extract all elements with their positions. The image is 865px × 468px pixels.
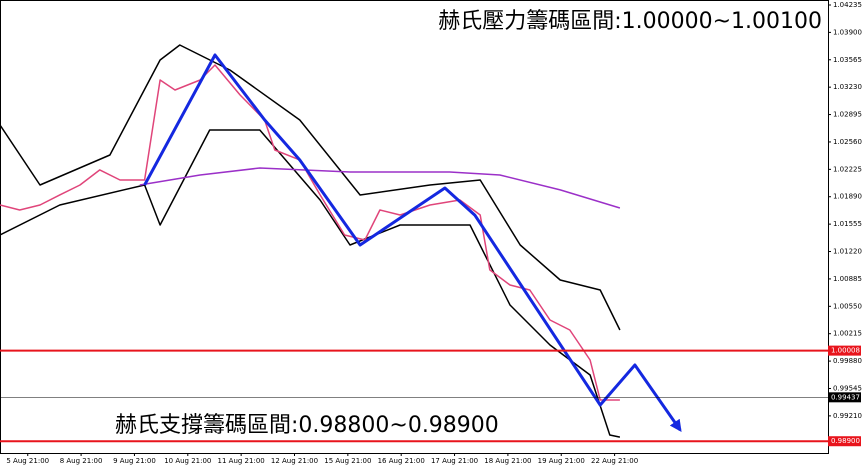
x-tick-label: 22 Aug 21:00 bbox=[591, 457, 638, 465]
y-tick-label: 1.03230 bbox=[833, 83, 862, 91]
y-tick-label: 1.01220 bbox=[833, 248, 862, 256]
x-tick-label: 8 Aug 21:00 bbox=[60, 457, 103, 465]
y-tick-label: 0.99210 bbox=[833, 412, 862, 420]
y-tick-label: 1.00215 bbox=[833, 330, 862, 338]
y-tick-label: 1.00550 bbox=[833, 302, 862, 310]
plot bbox=[0, 44, 682, 438]
y-tick-label: 1.02895 bbox=[833, 111, 862, 119]
level-box bbox=[828, 392, 861, 403]
level-label: 0.98900 bbox=[831, 437, 860, 445]
x-tick-label: 15 Aug 21:00 bbox=[324, 457, 371, 465]
y-tick-label: 1.01890 bbox=[833, 193, 862, 201]
y-tick-label: 1.02225 bbox=[833, 165, 862, 173]
trend-arrow bbox=[143, 53, 682, 432]
x-tick-label: 5 Aug 21:00 bbox=[6, 457, 49, 465]
y-tick-label: 1.03900 bbox=[833, 28, 862, 36]
x-tick-label: 9 Aug 21:00 bbox=[113, 457, 156, 465]
y-tick-label: 1.01555 bbox=[833, 220, 862, 228]
x-tick-label: 18 Aug 21:00 bbox=[484, 457, 531, 465]
x-tick-label: 19 Aug 21:00 bbox=[538, 457, 585, 465]
x-tick-label: 11 Aug 21:00 bbox=[218, 457, 265, 465]
x-tick-label: 10 Aug 21:00 bbox=[164, 457, 211, 465]
plot-frame bbox=[0, 0, 829, 454]
series-line bbox=[0, 64, 620, 401]
y-tick-label: 1.02560 bbox=[833, 138, 862, 146]
level-label: 0.99437 bbox=[831, 393, 860, 401]
level-label: 1.00008 bbox=[831, 347, 860, 355]
annotation: 赫氏支撐籌碼區間:0.98800~0.98900 bbox=[115, 413, 499, 438]
x-tick-label: 16 Aug 21:00 bbox=[378, 457, 425, 465]
series-line bbox=[0, 44, 621, 331]
y-tick-label: 0.99545 bbox=[833, 384, 862, 392]
x-tick-label: 17 Aug 21:00 bbox=[431, 457, 478, 465]
level-box bbox=[828, 345, 861, 356]
y-tick-label: 1.00885 bbox=[833, 275, 862, 283]
x-tick-label: 12 Aug 21:00 bbox=[271, 457, 318, 465]
annotation: 赫氏壓力籌碼區間:1.00000~1.00100 bbox=[438, 9, 822, 34]
y-tick-label: 1.03565 bbox=[833, 56, 862, 64]
series-line bbox=[0, 129, 621, 438]
y-tick-label: 1.04235 bbox=[833, 1, 862, 9]
series-line bbox=[139, 167, 621, 209]
y-tick-label: 0.99880 bbox=[833, 357, 862, 365]
level-box bbox=[828, 436, 861, 447]
